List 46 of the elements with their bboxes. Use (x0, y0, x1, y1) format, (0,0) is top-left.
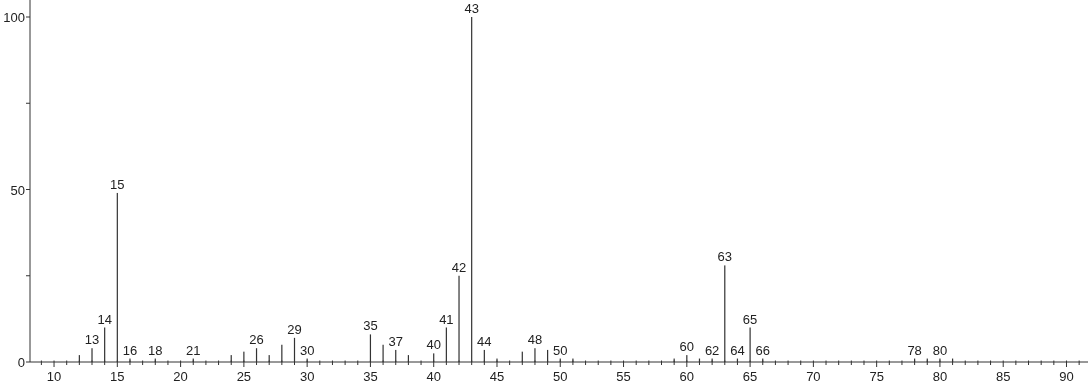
annotation: 16 (122, 342, 138, 358)
x-tick-label: 55 (616, 369, 631, 384)
annotation: 80 (932, 342, 948, 358)
annotation: 30 (299, 342, 315, 358)
annotation: 66 (755, 342, 770, 358)
annotation: 64 (730, 342, 745, 358)
x-tick-label: 20 (173, 369, 188, 384)
annotation: 62 (704, 342, 720, 358)
annotation: 40 (426, 337, 441, 353)
annotation: 43 (464, 1, 479, 16)
annotation: 21 (186, 342, 201, 358)
x-tick-label: 80 (932, 369, 948, 384)
annotation: 41 (439, 311, 454, 327)
x-tick-label: 40 (426, 369, 441, 384)
x-tick-label: 50 (553, 369, 568, 384)
x-tick-label: 30 (299, 369, 315, 384)
annotation: 29 (287, 321, 302, 337)
y-tick-label: 0 (17, 355, 25, 370)
x-tick-label: 65 (742, 369, 758, 384)
x-tick-label: 70 (806, 369, 821, 384)
x-tick-label: 15 (110, 369, 125, 384)
x-tick-label: 90 (1059, 369, 1074, 384)
annotation: 63 (717, 249, 733, 265)
annotation: 15 (110, 176, 125, 192)
x-tick-label: 60 (679, 369, 695, 384)
annotation: 78 (907, 342, 922, 358)
annotation: 42 (451, 259, 467, 275)
annotation: 65 (742, 311, 758, 327)
x-tick-label: 25 (236, 369, 252, 384)
annotation: 37 (388, 333, 403, 349)
annotation: 13 (84, 332, 100, 348)
y-tick-label: 50 (10, 182, 25, 198)
x-tick-label: 35 (363, 369, 378, 384)
annotation: 18 (148, 342, 163, 358)
annotation: 50 (553, 342, 568, 358)
annotation: 44 (477, 333, 492, 349)
annotation: 35 (363, 318, 378, 334)
annotation: 26 (249, 332, 264, 348)
annotation: 48 (527, 332, 543, 348)
y-tick-label: 100 (3, 10, 25, 25)
annotation: 60 (679, 339, 695, 355)
x-tick-label: 45 (489, 369, 505, 384)
x-tick-label: 85 (995, 369, 1011, 384)
x-tick-label: 10 (46, 369, 62, 384)
annotation: 14 (97, 311, 112, 327)
x-tick-label: 75 (869, 369, 884, 384)
